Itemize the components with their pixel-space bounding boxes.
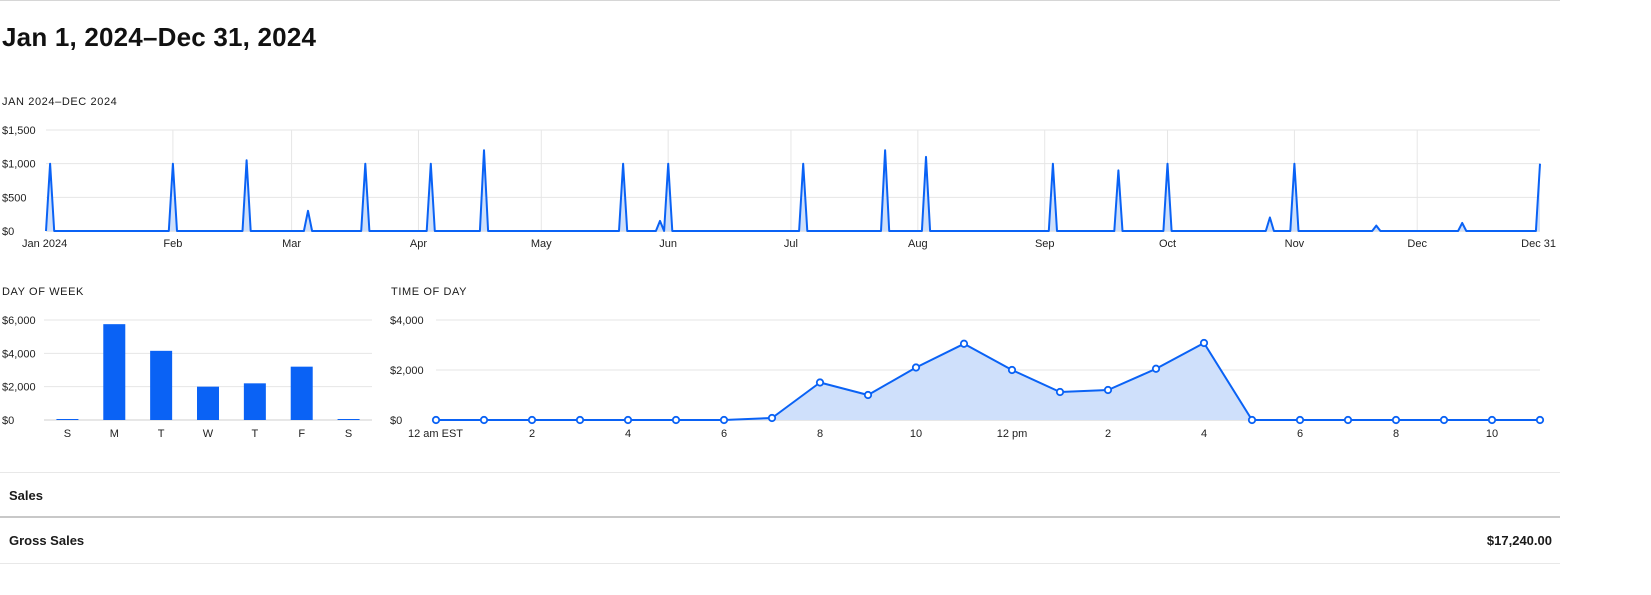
hour-x-tick-label: 2 — [529, 428, 535, 440]
hour-data-point — [1007, 365, 1017, 375]
daily-x-tick-label: Apr — [410, 238, 427, 250]
hour-x-tick-label: 6 — [1297, 428, 1303, 440]
hour-data-point — [1343, 415, 1353, 425]
time-of-day-chart: $0 $2,000 $4,000 12 am EST 2 4 6 8 10 12 pm 2 4 6 8 10 — [390, 315, 1545, 440]
weekday-bar — [56, 419, 79, 420]
weekday-x-tick-label: T — [158, 428, 165, 440]
hour-data-point — [767, 413, 777, 423]
hour-chart-title: TIME OF DAY — [391, 286, 468, 298]
weekday-x-tick-label: S — [64, 428, 71, 440]
hour-data-point — [1391, 415, 1401, 425]
hour-data-point — [1295, 415, 1305, 425]
table-top-divider — [0, 472, 1560, 473]
daily-x-tick-label: Sep — [1035, 238, 1055, 250]
weekday-x-tick-label: T — [251, 428, 258, 440]
hour-data-point — [671, 415, 681, 425]
weekday-bar — [337, 419, 360, 420]
daily-x-tick-label: Jun — [659, 238, 677, 250]
hour-data-point — [623, 415, 633, 425]
hour-x-tick-label: 2 — [1105, 428, 1111, 440]
daily-x-tick-label: Jul — [784, 238, 798, 250]
daily-chart-title: JAN 2024–DEC 2024 — [2, 96, 118, 108]
hour-data-point — [863, 390, 873, 400]
gross-sales-value: $17,240.00 — [1486, 533, 1552, 548]
daily-y-tick-label: $1,500 — [2, 125, 36, 137]
hour-data-point — [1055, 387, 1065, 397]
daily-x-tick-label: Nov — [1285, 238, 1305, 250]
table-bottom-divider — [0, 563, 1560, 564]
daily-y-tick-label: $500 — [2, 192, 26, 204]
daily-sales-area — [46, 150, 1540, 231]
daily-x-tick-label: Dec 31 — [1521, 238, 1556, 250]
weekday-bar — [290, 366, 313, 420]
hour-data-point — [479, 415, 489, 425]
hour-x-tick-label: 10 — [910, 428, 922, 440]
hour-y-tick-label: $4,000 — [390, 315, 424, 327]
hour-data-point — [815, 378, 825, 387]
weekday-y-tick-label: $0 — [2, 415, 14, 427]
hour-sales-area — [436, 343, 1540, 420]
weekday-y-tick-label: $6,000 — [2, 315, 36, 327]
hour-x-tick-label: 6 — [721, 428, 727, 440]
hour-sales-line — [436, 342, 1540, 421]
daily-x-tick-label: May — [531, 238, 552, 250]
hour-data-point — [527, 415, 537, 425]
daily-x-tick-label: Jan 2024 — [22, 238, 67, 250]
table-header-divider — [0, 516, 1560, 518]
hour-x-tick-label: 8 — [1393, 428, 1399, 440]
page-title: Jan 1, 2024–Dec 31, 2024 — [2, 22, 317, 52]
daily-y-tick-label: $1,000 — [2, 159, 36, 171]
weekday-y-tick-label: $4,000 — [2, 348, 36, 360]
hour-data-point — [1199, 338, 1209, 348]
hour-data-point — [1151, 364, 1161, 373]
hour-x-tick-label: 8 — [817, 428, 823, 440]
top-divider — [0, 0, 1560, 1]
hour-data-point — [719, 415, 729, 425]
daily-x-tick-label: Feb — [163, 238, 182, 250]
hour-data-point — [911, 363, 921, 372]
hour-x-tick-label: 4 — [625, 428, 631, 440]
hour-y-tick-label: $0 — [390, 415, 402, 427]
weekday-x-tick-label: S — [345, 428, 352, 440]
sales-section-title: Sales — [9, 488, 43, 503]
hour-x-tick-label: 4 — [1201, 428, 1207, 440]
weekday-bar — [103, 324, 126, 420]
weekday-bar — [197, 386, 219, 420]
daily-y-tick-label: $0 — [2, 226, 14, 238]
hour-data-point — [1439, 415, 1449, 425]
hour-data-point — [1535, 415, 1545, 425]
hour-data-point — [959, 339, 969, 348]
daily-x-tick-label: Aug — [908, 238, 928, 250]
weekday-x-tick-label: M — [110, 428, 119, 440]
gross-sales-label: Gross Sales — [9, 533, 85, 548]
weekday-chart-title: DAY OF WEEK — [2, 286, 84, 298]
hour-x-tick-label: 10 — [1486, 428, 1498, 440]
daily-sales-chart: $0 $500 $1,000 $1,500 Jan 2024 Feb Mar Apr May Ju… — [2, 125, 1556, 250]
daily-sales-line — [45, 149, 1541, 232]
weekday-bar — [150, 350, 173, 420]
hour-data-point — [1487, 415, 1497, 425]
hour-x-tick-label: 12 am EST — [408, 428, 463, 440]
weekday-x-tick-label: F — [298, 428, 305, 440]
weekday-y-tick-label: $2,000 — [2, 382, 36, 394]
hour-data-point — [431, 415, 441, 425]
weekday-x-tick-label: W — [203, 428, 214, 440]
hour-data-point — [575, 415, 585, 425]
hour-x-tick-label: 12 pm — [997, 428, 1028, 440]
daily-x-tick-label: Dec — [1407, 238, 1427, 250]
hour-data-point — [1103, 385, 1113, 395]
day-of-week-chart: $0 $2,000 $4,000 $6,000 S M T W T F S — [2, 315, 372, 440]
weekday-bar — [243, 383, 266, 420]
daily-x-tick-label: Oct — [1159, 238, 1176, 250]
daily-x-tick-label: Mar — [282, 238, 301, 250]
hour-y-tick-label: $2,000 — [390, 365, 424, 377]
hour-data-point — [1247, 415, 1257, 425]
